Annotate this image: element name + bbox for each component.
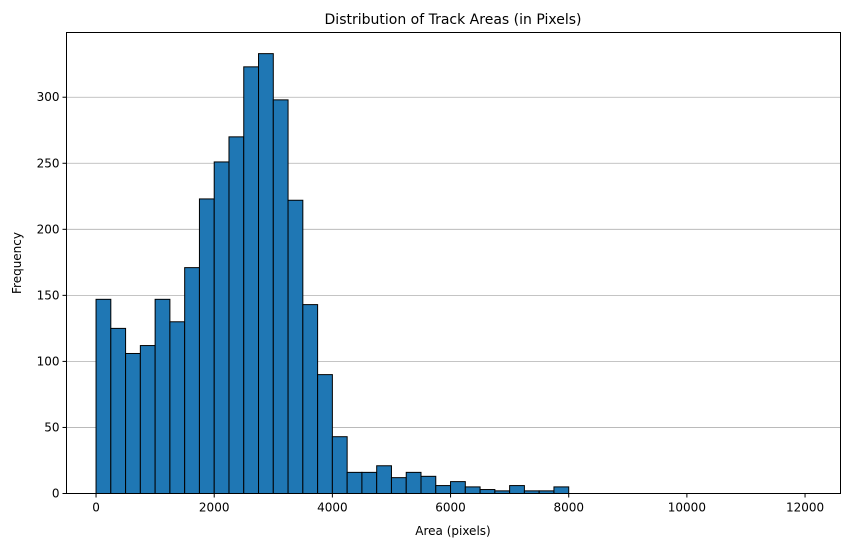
histogram-bar [331, 436, 348, 494]
histogram-bar [553, 486, 570, 495]
histogram-bar [346, 471, 363, 494]
histogram-bar [390, 477, 407, 494]
y-tick-label: 300 [37, 90, 60, 104]
x-tick-label: 0 [92, 501, 100, 515]
histogram-bar [509, 485, 525, 494]
histogram-bar [154, 298, 171, 495]
histogram-bar [139, 345, 156, 494]
histogram-bar [435, 485, 452, 494]
histogram-bar [95, 298, 112, 495]
y-tick-label: 250 [37, 156, 60, 170]
histogram-bar [464, 486, 481, 495]
histogram-bar [213, 161, 230, 494]
histogram-bar [479, 489, 496, 495]
histogram-bar [125, 352, 141, 495]
plot-frame [66, 32, 841, 494]
x-tick-label: 12000 [786, 501, 824, 515]
histogram-bar [420, 475, 437, 495]
histogram-bar [317, 374, 333, 495]
histogram-bar [228, 136, 245, 494]
y-axis-ticks: 0 50 100 150 200 250 300 [37, 90, 67, 501]
x-axis-label: Area (pixels) [415, 524, 490, 538]
histogram-bar [184, 267, 200, 494]
y-tick-label: 150 [37, 288, 60, 302]
x-tick-label: 2000 [199, 501, 230, 515]
y-tick-label: 100 [37, 354, 60, 368]
histogram-bar [258, 53, 274, 494]
x-tick-label: 8000 [553, 501, 584, 515]
y-tick-label: 0 [52, 487, 60, 501]
histogram-bar [405, 471, 422, 494]
x-tick-label: 10000 [668, 501, 706, 515]
histogram-bar [287, 199, 304, 495]
histogram-bar [302, 304, 319, 494]
x-tick-label: 6000 [435, 501, 466, 515]
y-tick-label: 200 [37, 222, 60, 236]
x-axis-ticks: 0 2000 4000 6000 8000 10000 12000 [92, 493, 824, 515]
x-tick-label: 4000 [317, 501, 348, 515]
histogram-bar [243, 66, 260, 494]
histogram-bar [198, 198, 215, 495]
histogram-bar [110, 327, 127, 494]
histogram-bar [169, 321, 186, 494]
y-tick-label: 50 [44, 420, 59, 434]
histogram-bar [376, 465, 392, 494]
histogram-bar [361, 471, 378, 494]
y-axis-label: Frequency [10, 232, 24, 294]
histogram-bar [272, 99, 289, 494]
chart-title: Distribution of Track Areas (in Pixels) [325, 12, 582, 28]
histogram-bar [450, 481, 466, 495]
